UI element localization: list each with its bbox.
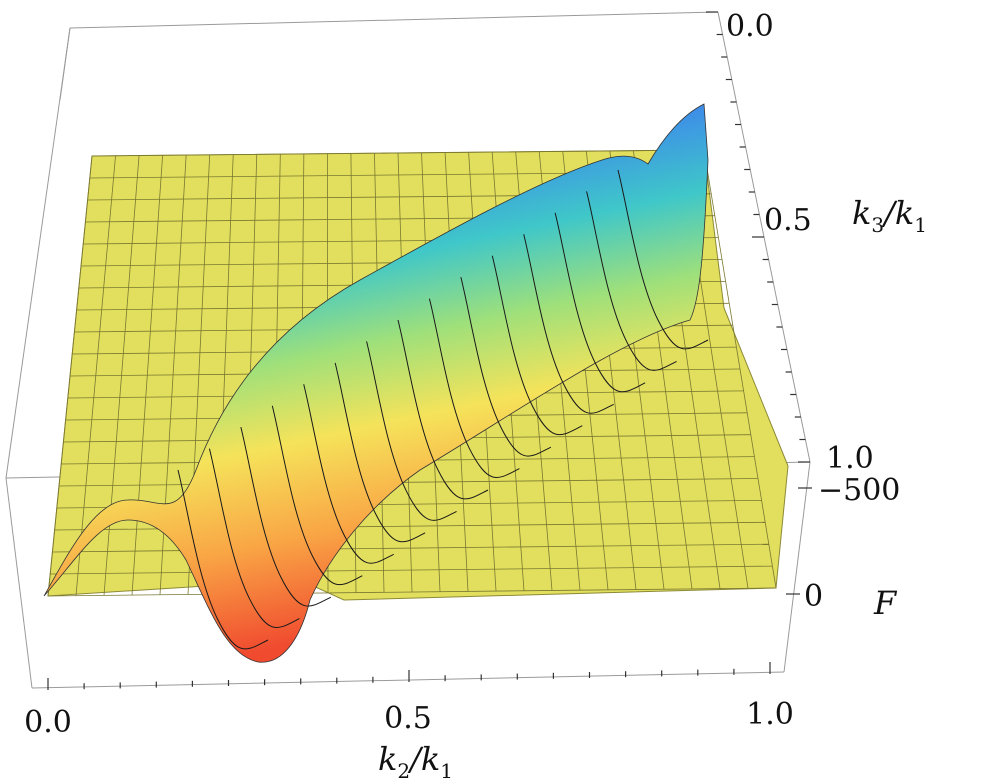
mesh-line — [50, 565, 773, 575]
z-tick-label: 0 — [804, 579, 823, 614]
y-title-sub: 3 — [871, 213, 884, 237]
ridge-mesh-line — [491, 255, 583, 436]
mesh-line — [47, 587, 777, 597]
box-edge — [31, 671, 785, 689]
x-title-denom: k — [421, 740, 440, 778]
box-edge — [5, 477, 33, 689]
ridge-mesh-line — [303, 384, 394, 564]
x-title-denom-sub: 1 — [440, 759, 453, 780]
x-title-var: k — [378, 740, 397, 778]
ridge-mesh-line — [586, 191, 677, 371]
z-axis-title: F — [873, 584, 898, 622]
ridge-mesh-line — [271, 405, 363, 586]
y-tick-label: 0.0 — [726, 9, 774, 44]
y-title-denom: k — [895, 194, 914, 232]
y-tickmarks — [706, 11, 810, 463]
x-axis: 0.0 0.5 1.0 k2/k1 — [24, 662, 794, 780]
box-edge — [59, 27, 71, 101]
y-title-denom-sub: 1 — [914, 213, 927, 237]
ridge-mesh-line — [523, 234, 614, 414]
x-tickmarks — [47, 662, 771, 690]
x-title-sub: 2 — [397, 759, 410, 780]
mesh-line — [58, 478, 759, 487]
mesh-line — [91, 149, 705, 157]
ridge-mesh-line — [334, 362, 426, 543]
box-edge — [783, 461, 811, 673]
z-axis: −500 0 F — [786, 473, 900, 622]
x-tick-label: 0.5 — [384, 701, 432, 736]
x-axis-title: k2/k1 — [378, 740, 453, 780]
ridge-mesh-line — [554, 212, 646, 393]
ridge-mesh-line — [240, 427, 332, 607]
x-tick-label: 0.0 — [24, 705, 72, 740]
flat-mesh — [47, 149, 777, 597]
y-title-var: k — [852, 194, 871, 232]
box-edge — [69, 11, 719, 29]
y-tick-label: 1.0 — [826, 441, 874, 476]
mesh-line — [52, 543, 769, 553]
ridge-mesh-line — [617, 169, 709, 350]
box-edge — [5, 27, 71, 479]
y-axis: 0.0 0.5 1.0 k3/k1 — [706, 9, 927, 476]
ridge-mesh-line — [208, 448, 300, 628]
ridge-surface — [43, 103, 709, 663]
y-tick-label: 0.5 — [764, 203, 812, 238]
ridge-mesh-line — [366, 341, 457, 521]
y-axis-title: k3/k1 — [852, 194, 927, 237]
z-tick-label: −500 — [818, 473, 900, 508]
ridge-mesh-line — [397, 319, 489, 500]
ridge-mesh — [177, 169, 709, 650]
ridge-mesh-line — [460, 277, 552, 457]
x-tick-label: 1.0 — [746, 697, 794, 732]
ridge-mesh-line — [177, 469, 269, 650]
ridge-mesh-line — [428, 298, 520, 478]
